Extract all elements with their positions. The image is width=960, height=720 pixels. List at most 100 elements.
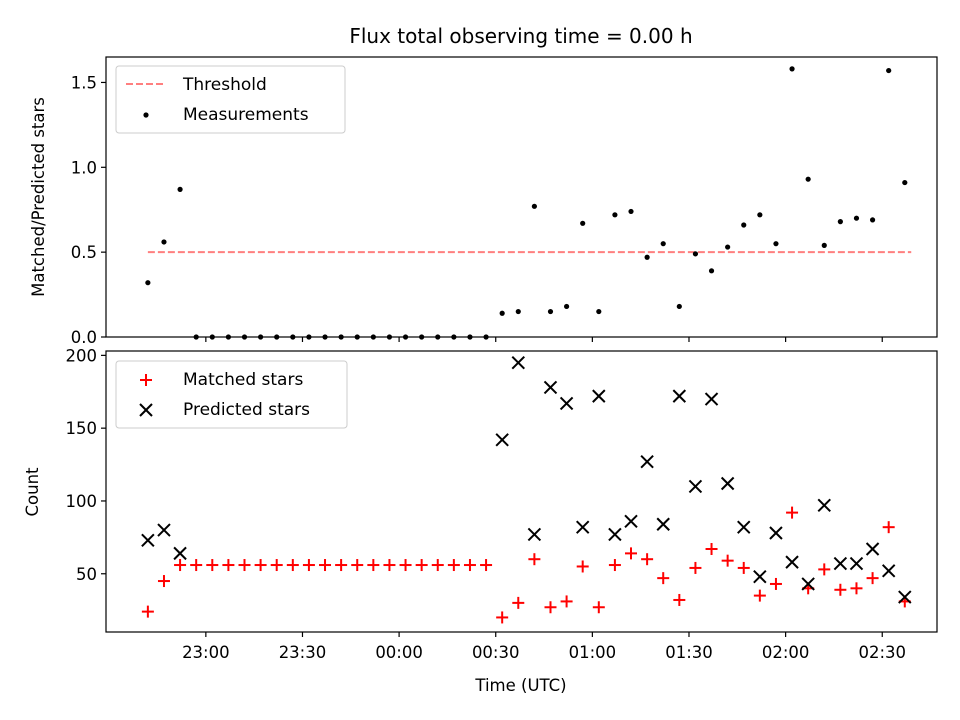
- y-tick-label: 50: [76, 565, 97, 584]
- predicted-star-point: [592, 389, 606, 403]
- measurement-point: [676, 303, 682, 310]
- matched-star-point: [335, 559, 348, 572]
- top-legend: Threshold Measurements: [115, 65, 346, 134]
- measurement-point: [837, 219, 843, 225]
- top-panel: 0.0 0.5 1.0 1.5 Matched/Predicted stars Thr…: [29, 56, 938, 347]
- measurement-point: [161, 239, 167, 245]
- matched-star-point: [415, 559, 428, 572]
- measurement-point: [741, 222, 747, 228]
- measurement-point: [177, 186, 183, 192]
- predicted-star-point: [833, 556, 848, 571]
- matched-star-point: [866, 572, 879, 585]
- y-tick-label: 200: [66, 346, 98, 365]
- bottom-axes-frame: [105, 350, 938, 633]
- chart-title: Flux total observing time = 0.00 h: [349, 24, 692, 48]
- matched-star-point: [786, 506, 799, 519]
- matched-star-point: [657, 572, 670, 585]
- matched-star-point: [673, 593, 686, 606]
- matched-star-point: [367, 559, 380, 572]
- matched-star-point: [447, 559, 460, 572]
- predicted-star-point: [704, 392, 719, 406]
- measurement-point: [886, 67, 892, 74]
- matched-star-point: [238, 559, 251, 572]
- predicted-star-point: [753, 569, 767, 584]
- matched-star-point: [431, 559, 444, 572]
- measurement-point: [773, 241, 779, 247]
- matched-star-point: [641, 553, 654, 566]
- top-y-axis-label: Matched/Predicted stars: [29, 97, 48, 297]
- x-tick-label: 00:30: [472, 643, 520, 662]
- matched-star-point: [270, 559, 283, 572]
- measurement-point: [644, 254, 650, 260]
- y-tick-label: 1.0: [71, 158, 97, 177]
- predicted-star-point: [849, 556, 864, 571]
- y-tick-label: 100: [66, 492, 98, 511]
- measurement-point: [145, 280, 151, 286]
- y-tick-label: 150: [66, 419, 98, 438]
- predicted-star-point: [898, 590, 912, 604]
- matched-star-point: [141, 605, 154, 618]
- measurement-point: [692, 251, 699, 257]
- matched-star-point: [399, 559, 412, 572]
- matched-star-point: [544, 601, 557, 614]
- matched-star-point: [254, 559, 267, 572]
- bottom-legend-box: [115, 360, 348, 429]
- measurement-point: [515, 308, 521, 315]
- matched-star-point: [496, 611, 509, 624]
- matched-star-point: [818, 563, 831, 576]
- predicted-star-point: [624, 514, 638, 529]
- predicted-star-point: [769, 526, 783, 540]
- matched-star-point: [705, 543, 718, 556]
- measurement-point: [708, 268, 715, 274]
- x-tick-label: 01:00: [569, 643, 617, 662]
- predicted-star-point: [737, 520, 751, 534]
- measurement-point: [869, 217, 876, 223]
- matched-star-point: [850, 582, 863, 595]
- x-tick-label: 01:30: [665, 643, 713, 662]
- matched-star-point: [753, 589, 766, 602]
- measurements-legend-swatch: [143, 112, 149, 118]
- predicted-star-point: [640, 454, 654, 469]
- matched-star-point: [222, 559, 235, 572]
- bottom-y-axis-label: Count: [23, 467, 42, 517]
- measurement-point: [531, 203, 537, 209]
- y-tick-label: 0.0: [71, 328, 97, 347]
- predicted-legend-swatch: [139, 403, 153, 417]
- predicted-legend-label: Predicted stars: [183, 400, 310, 420]
- predicted-star-point: [511, 355, 525, 370]
- predicted-star-point: [817, 498, 831, 513]
- x-tick-label: 02:30: [858, 643, 906, 662]
- bottom-panel: 50 100 150 200 23:00 23:30 00:00 00:30 01:00 01:…: [23, 346, 938, 695]
- predicted-star-point: [865, 542, 880, 556]
- predicted-star-point: [608, 527, 622, 542]
- y-tick-label: 0.5: [71, 243, 97, 262]
- measurement-point: [499, 310, 505, 316]
- matched-star-point: [383, 559, 396, 572]
- measurement-point: [821, 242, 827, 248]
- top-x-ticks: [205, 337, 883, 342]
- predicted-star-point: [527, 527, 542, 542]
- matched-star-point: [190, 559, 203, 572]
- top-y-ticks: 0.0 0.5 1.0 1.5: [71, 73, 106, 347]
- matched-star-point: [512, 596, 525, 609]
- predicted-star-point: [672, 389, 687, 403]
- predicted-star-point: [141, 533, 155, 547]
- predicted-star-point: [157, 523, 171, 537]
- matched-star-point: [560, 595, 573, 608]
- matched-star-point: [206, 559, 219, 572]
- measurement-point: [757, 212, 763, 218]
- matched-star-point: [769, 577, 782, 590]
- bottom-y-ticks: 50 100 150 200: [66, 346, 106, 584]
- top-axes-frame: [105, 56, 938, 338]
- matched-star-point: [351, 559, 364, 572]
- measurement-point: [660, 241, 666, 247]
- measurements-legend-label: Measurements: [183, 105, 309, 125]
- y-tick-label: 1.5: [71, 73, 97, 92]
- measurement-point: [547, 308, 554, 315]
- predicted-star-point: [801, 577, 815, 591]
- predicted-star-point: [656, 517, 670, 531]
- measurement-point: [902, 179, 908, 186]
- threshold-legend-label: Threshold: [182, 75, 267, 95]
- x-tick-label: 00:00: [375, 643, 423, 662]
- predicted-star-point: [688, 479, 703, 494]
